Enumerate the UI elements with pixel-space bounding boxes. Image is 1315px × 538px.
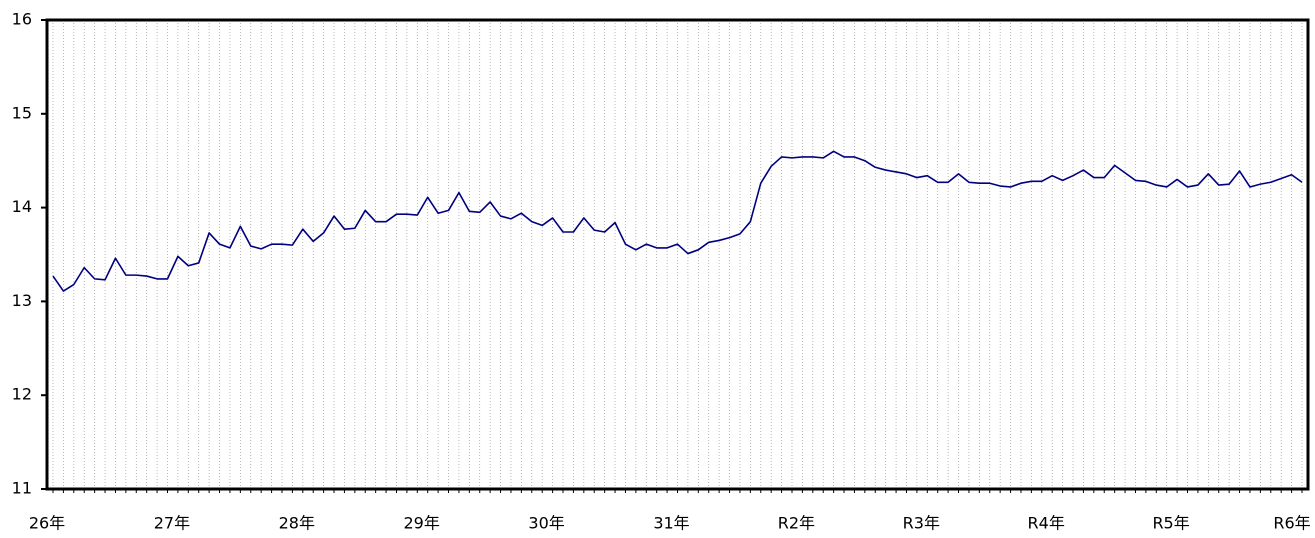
- x-tick-label: R3年: [903, 514, 940, 533]
- x-tick-label: R2年: [778, 514, 815, 533]
- y-tick-label: 11: [12, 479, 32, 498]
- x-tick-label: 26年: [29, 514, 65, 533]
- x-tick-label: 31年: [653, 514, 689, 533]
- y-tick-label: 12: [12, 385, 32, 404]
- x-tick-label: R6年: [1273, 514, 1310, 533]
- x-tick-label: R4年: [1028, 514, 1065, 533]
- y-tick-label: 14: [12, 197, 32, 216]
- series-line: [52, 150, 1303, 292]
- x-tick-label: 28年: [279, 514, 315, 533]
- marks: [52, 150, 1303, 292]
- x-tick-label: R5年: [1152, 514, 1189, 533]
- x-tick-label: 30年: [528, 514, 564, 533]
- y-tick-label: 15: [12, 103, 32, 122]
- y-tick-label: 16: [12, 10, 32, 29]
- plot-frame: [45, 18, 1310, 491]
- x-tick-label: 29年: [404, 514, 440, 533]
- x-tick-label: 27年: [154, 514, 190, 533]
- grid: [52, 20, 1303, 493]
- y-tick-label: 13: [12, 291, 32, 310]
